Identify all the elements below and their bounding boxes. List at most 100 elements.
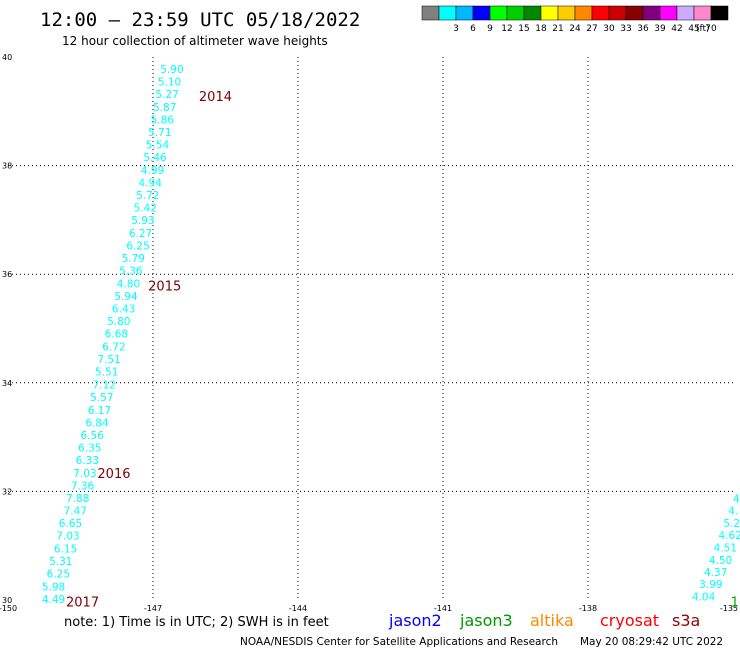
colorbar-label: 21 bbox=[552, 24, 563, 34]
axis-tick-labels: 30 32 34 36 38 40 -150 -147 -144 -141 -138 -135 bbox=[0, 53, 738, 613]
year-label: 2015 bbox=[148, 280, 181, 295]
colorbar-label: 39 bbox=[654, 24, 666, 34]
wave-height-value: 5.2 bbox=[723, 518, 740, 530]
wave-height-value: 4.51 bbox=[714, 542, 737, 554]
y-tick-label: 32 bbox=[2, 487, 12, 496]
colorbar-swatch bbox=[625, 5, 644, 21]
colorbar-label: 12 bbox=[501, 24, 512, 34]
wave-height-value: 4.37 bbox=[704, 567, 727, 579]
satellite-legend: jason2 jason3 altika cryosat s3a bbox=[388, 611, 700, 630]
wave-height-value: 5.46 bbox=[143, 152, 167, 164]
wave-height-value: 5.93 bbox=[131, 215, 154, 227]
wave-height-value: 6.84 bbox=[85, 418, 109, 430]
wave-height-value: 4. bbox=[728, 505, 738, 517]
year-label: 2017 bbox=[66, 596, 99, 611]
colorbar-label: 9 bbox=[487, 24, 493, 34]
x-tick-label: -138 bbox=[579, 604, 597, 613]
wave-height-value: 5.36 bbox=[119, 265, 143, 277]
wave-height-value: 4.94 bbox=[139, 178, 163, 190]
legend-item: jason3 bbox=[459, 611, 513, 630]
wave-height-value: 5.57 bbox=[90, 392, 113, 404]
footer-credit: NOAA/NESDIS Center for Satellite Applica… bbox=[240, 636, 558, 648]
colorbar: 3 6 9 12 15 18 21 24 27 30 33 36 39 42 45 70(ft) bbox=[421, 5, 729, 34]
wave-height-value: 7.51 bbox=[97, 354, 120, 366]
grid-lines bbox=[8, 57, 733, 600]
colorbar-label: 24 bbox=[569, 24, 581, 34]
wave-height-value: 5.94 bbox=[114, 291, 138, 303]
footer-note: note: 1) Time is in UTC; 2) SWH is in fe… bbox=[64, 615, 329, 630]
wave-height-value: 5.71 bbox=[148, 127, 171, 139]
wave-height-value: 5.79 bbox=[122, 253, 145, 265]
colorbar-label: 33 bbox=[620, 24, 631, 34]
legend-item: jason2 bbox=[388, 611, 442, 630]
colorbar-swatch bbox=[455, 5, 474, 21]
footer-generated: May 20 08:29:42 UTC 2022 bbox=[580, 636, 723, 648]
legend-item: s3a bbox=[672, 611, 700, 630]
y-tick-label: 38 bbox=[2, 162, 12, 171]
wave-height-value: 6.65 bbox=[59, 518, 82, 530]
colorbar-swatch bbox=[642, 5, 661, 21]
chart-title: 12:00 – 23:59 UTC 05/18/2022 bbox=[40, 9, 360, 31]
x-tick-label: -150 bbox=[0, 604, 17, 613]
wave-height-value: 5.86 bbox=[151, 115, 175, 127]
colorbar-label: 42 bbox=[671, 24, 682, 34]
colorbar-swatch bbox=[523, 5, 542, 21]
colorbar-label: 70 bbox=[705, 24, 717, 34]
year-label: 2014 bbox=[199, 90, 232, 105]
colorbar-swatch bbox=[608, 5, 627, 21]
colorbar-label: 36 bbox=[637, 24, 649, 34]
wave-height-value: 7.12 bbox=[93, 380, 116, 392]
wave-height-value: 7.03 bbox=[56, 530, 79, 542]
wave-height-value: 3.99 bbox=[699, 579, 722, 591]
x-tick-label: -144 bbox=[289, 604, 307, 613]
colorbar-swatch bbox=[489, 5, 508, 21]
wave-height-value: 7.47 bbox=[64, 505, 87, 517]
wave-height-value: 6.68 bbox=[105, 328, 128, 340]
wave-height-value: 5.51 bbox=[95, 366, 118, 378]
colorbar-label: 6 bbox=[470, 24, 476, 34]
colorbar-label: 45 bbox=[688, 24, 699, 34]
x-tick-label: -135 bbox=[720, 604, 738, 613]
wave-height-value: 6.43 bbox=[112, 303, 135, 315]
wave-height-value: 4.50 bbox=[709, 555, 732, 567]
y-tick-label: 36 bbox=[2, 270, 12, 279]
colorbar-swatch bbox=[710, 5, 729, 21]
wave-height-value: 5.72 bbox=[136, 190, 159, 202]
legend-item: altika bbox=[530, 611, 574, 630]
wave-height-value: 5.27 bbox=[155, 89, 178, 101]
wave-height-value: 7.36 bbox=[71, 481, 95, 493]
wave-height-value: 6.35 bbox=[78, 443, 101, 455]
colorbar-unit: (ft) bbox=[696, 24, 710, 34]
colorbar-swatch bbox=[472, 5, 491, 21]
y-tick-label: 30 bbox=[2, 596, 12, 605]
wave-height-value: 7.88 bbox=[66, 493, 89, 505]
wave-height-value: 5.98 bbox=[42, 582, 65, 594]
colorbar-label: 27 bbox=[586, 24, 597, 34]
colorbar-label: 30 bbox=[603, 24, 615, 34]
colorbar-swatch bbox=[506, 5, 525, 21]
wave-height-value: 5.42 bbox=[134, 202, 157, 214]
wave-height-value: 6.27 bbox=[129, 228, 152, 240]
wave-height-value: 4.04 bbox=[692, 591, 716, 603]
colorbar-label: 15 bbox=[518, 24, 529, 34]
legend-item: cryosat bbox=[600, 611, 659, 630]
wave-height-value: 5.10 bbox=[158, 77, 181, 89]
y-tick-label: 40 bbox=[2, 53, 12, 62]
wave-height-value: 5.87 bbox=[153, 102, 176, 114]
year-label: 1 bbox=[731, 596, 739, 611]
wave-height-value: 5.54 bbox=[146, 140, 170, 152]
wave-height-value: 4. bbox=[733, 494, 740, 506]
wave-height-value: 7.03 bbox=[73, 468, 96, 480]
wave-height-value: 6.17 bbox=[88, 405, 111, 417]
chart-subtitle: 12 hour collection of altimeter wave hei… bbox=[62, 34, 328, 48]
colorbar-swatch bbox=[659, 5, 678, 21]
wave-height-value: 5.80 bbox=[107, 316, 130, 328]
x-tick-label: -141 bbox=[434, 604, 452, 613]
colorbar-swatch bbox=[591, 5, 610, 21]
year-label: 2016 bbox=[97, 467, 130, 482]
wave-height-value: 6.25 bbox=[126, 241, 149, 253]
wave-height-value: 4.62 bbox=[719, 530, 740, 542]
colorbar-swatch bbox=[676, 5, 695, 21]
wave-height-value: 5.90 bbox=[160, 64, 183, 76]
colorbar-label: 3 bbox=[453, 24, 459, 34]
